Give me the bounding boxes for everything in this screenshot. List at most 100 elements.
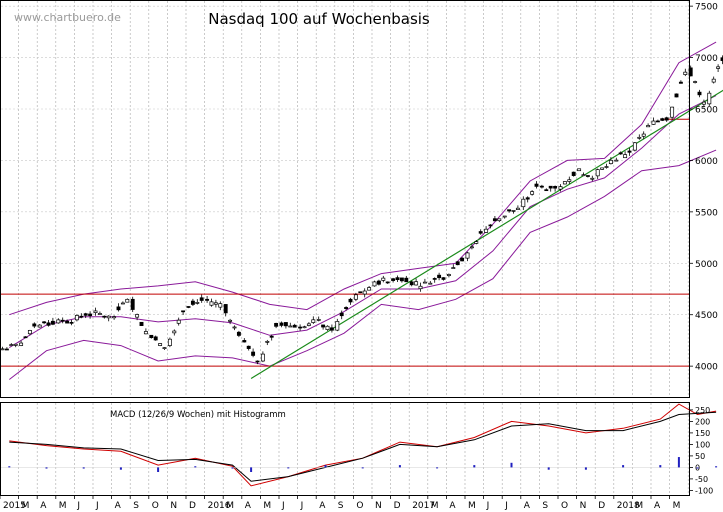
candle-body (112, 316, 117, 319)
candle-body (306, 323, 311, 326)
candle-body (195, 302, 200, 304)
histogram-bar (250, 467, 253, 472)
histogram-bar (8, 466, 11, 468)
candle-body (23, 336, 28, 339)
x-tick-label: M (263, 501, 271, 511)
candle-body (590, 177, 595, 180)
y-tick-label: -50 (695, 475, 708, 484)
candle-body (651, 120, 656, 125)
y-tick-label: 0 (695, 463, 700, 472)
candle-body (558, 186, 563, 190)
candle-body (507, 209, 512, 212)
candle-body (13, 343, 18, 346)
candle-body (362, 290, 367, 295)
candle-body (623, 154, 628, 159)
candle-body (399, 277, 404, 282)
histogram-bar (45, 467, 48, 469)
candle-body (437, 274, 442, 279)
candle-body (265, 341, 270, 343)
histogram-bar (547, 467, 550, 470)
histogram-bar (231, 467, 234, 469)
candle-body (255, 360, 260, 363)
histogram-bar (622, 465, 625, 468)
candle-body (432, 278, 437, 280)
x-tick-label: N (170, 501, 177, 511)
histogram-bar (677, 457, 680, 468)
candle-body (65, 320, 70, 324)
candle-body (451, 267, 456, 269)
candle-body (711, 78, 716, 83)
candle-body (465, 252, 470, 259)
candle-body (562, 181, 567, 185)
candle-body (539, 185, 544, 188)
candle-body (577, 168, 582, 172)
candle-body (269, 335, 274, 338)
candle-body (209, 301, 214, 306)
candle-body (608, 159, 613, 165)
histogram-bar (584, 467, 587, 470)
candle-body (190, 300, 195, 305)
x-tick-label: 2016 (208, 501, 231, 511)
candle-body (311, 319, 316, 323)
candle-body (600, 167, 605, 170)
candle-body (515, 207, 520, 210)
candle-body (391, 278, 396, 281)
candle-body (143, 331, 148, 335)
candle-body (69, 321, 74, 324)
histogram-bar (715, 466, 718, 468)
candle-body (497, 218, 502, 222)
candle-body (283, 322, 288, 327)
histogram-bar (324, 465, 327, 468)
histogram-bar (157, 467, 160, 472)
candle-body (32, 323, 37, 327)
macd-line (9, 403, 717, 487)
candle-body (251, 351, 256, 356)
candle-body (158, 343, 163, 346)
candle-body (548, 185, 553, 189)
candle-body (213, 302, 218, 305)
macd-panel-title: MACD (12/26/9 Wochen) mit Histogramm (110, 410, 286, 420)
candle-body (9, 344, 14, 346)
candle-body (162, 347, 167, 349)
candle-body (102, 315, 107, 318)
candle-body (707, 92, 712, 105)
candle-body (674, 93, 679, 98)
candle-body (205, 298, 210, 301)
candle-body (316, 319, 321, 321)
candle-body (56, 319, 61, 324)
candle-body (474, 241, 479, 244)
candle-body (376, 280, 381, 285)
y-tick-label: 150 (695, 429, 710, 438)
x-tick-label: J (300, 501, 304, 511)
candle-body (246, 345, 251, 349)
y-tick-label: 5500 (695, 208, 718, 218)
candle-body (242, 340, 247, 343)
x-tick-label: A (654, 501, 661, 511)
candle-body (641, 133, 646, 137)
upper-band-line (9, 41, 717, 316)
candle-body (646, 125, 651, 128)
candle-body (223, 304, 228, 314)
candle-body (488, 224, 493, 227)
candle-body (422, 281, 427, 284)
price-panel-frame (0, 0, 690, 398)
candle-body (274, 322, 279, 327)
signal-line (9, 411, 717, 482)
candle-body (236, 331, 241, 336)
x-tick-label: J (76, 501, 80, 511)
candle-body (172, 330, 177, 334)
candle-body (79, 315, 84, 318)
candle-body (701, 101, 706, 105)
candle-body (469, 246, 474, 249)
candle-body (678, 81, 683, 84)
candle-body (27, 330, 32, 335)
y-tick-label: 250 (695, 406, 710, 415)
candle-body (321, 324, 326, 328)
macd-panel-frame (0, 402, 690, 496)
candle-body (288, 325, 293, 328)
candle-body (484, 228, 489, 233)
candle-body (595, 169, 600, 177)
candle-body (302, 326, 307, 329)
lower-band-line (8, 149, 717, 380)
